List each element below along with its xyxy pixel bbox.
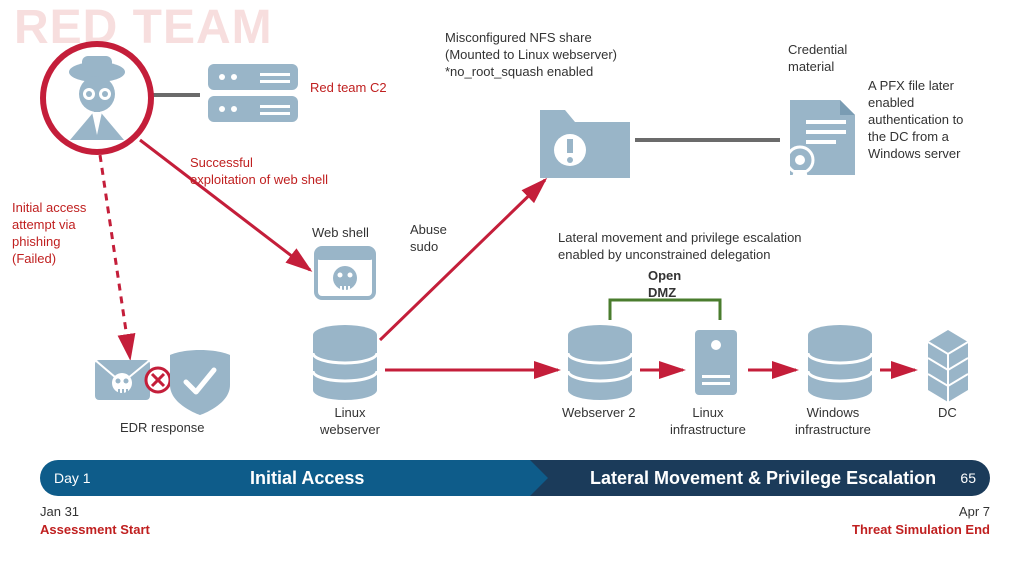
wininfra-label: Windows infrastructure: [795, 405, 871, 439]
timeline-bar: Day 1 Initial Access Lateral Movement & …: [40, 460, 990, 496]
edr-label: EDR response: [120, 420, 205, 437]
exploit-label: Successful exploitation of web shell: [190, 155, 328, 189]
opendmz-label: Open DMZ: [648, 268, 681, 302]
timeline-endday: 65: [960, 460, 976, 496]
c2-label: Red team C2: [310, 80, 387, 97]
start-date: Jan 31: [40, 504, 79, 521]
phish-label: Initial access attempt via phishing (Fai…: [12, 200, 86, 268]
linuxinfra-label: Linux infrastructure: [670, 405, 746, 439]
timeline-day1: Day 1: [54, 460, 91, 496]
end-date: Apr 7: [959, 504, 990, 521]
timeline-phase2: Lateral Movement & Privilege Escalation: [590, 460, 936, 496]
start-label: Assessment Start: [40, 522, 150, 539]
nfs-label: Misconfigured NFS share (Mounted to Linu…: [445, 30, 617, 81]
web2-label: Webserver 2: [562, 405, 635, 422]
timeline-phase1: Initial Access: [250, 460, 364, 496]
lateral-label: Lateral movement and privilege escalatio…: [558, 230, 802, 264]
sudo-label: Abuse sudo: [410, 222, 447, 256]
cred-label: Credential material: [788, 42, 847, 76]
linuxweb-label: Linux webserver: [320, 405, 380, 439]
pfx-label: A PFX file later enabled authentication …: [868, 78, 963, 162]
dc-label: DC: [938, 405, 957, 422]
end-label: Threat Simulation End: [852, 522, 990, 539]
watermark-text: RED TEAM: [14, 0, 273, 55]
webshell-label: Web shell: [312, 225, 369, 242]
